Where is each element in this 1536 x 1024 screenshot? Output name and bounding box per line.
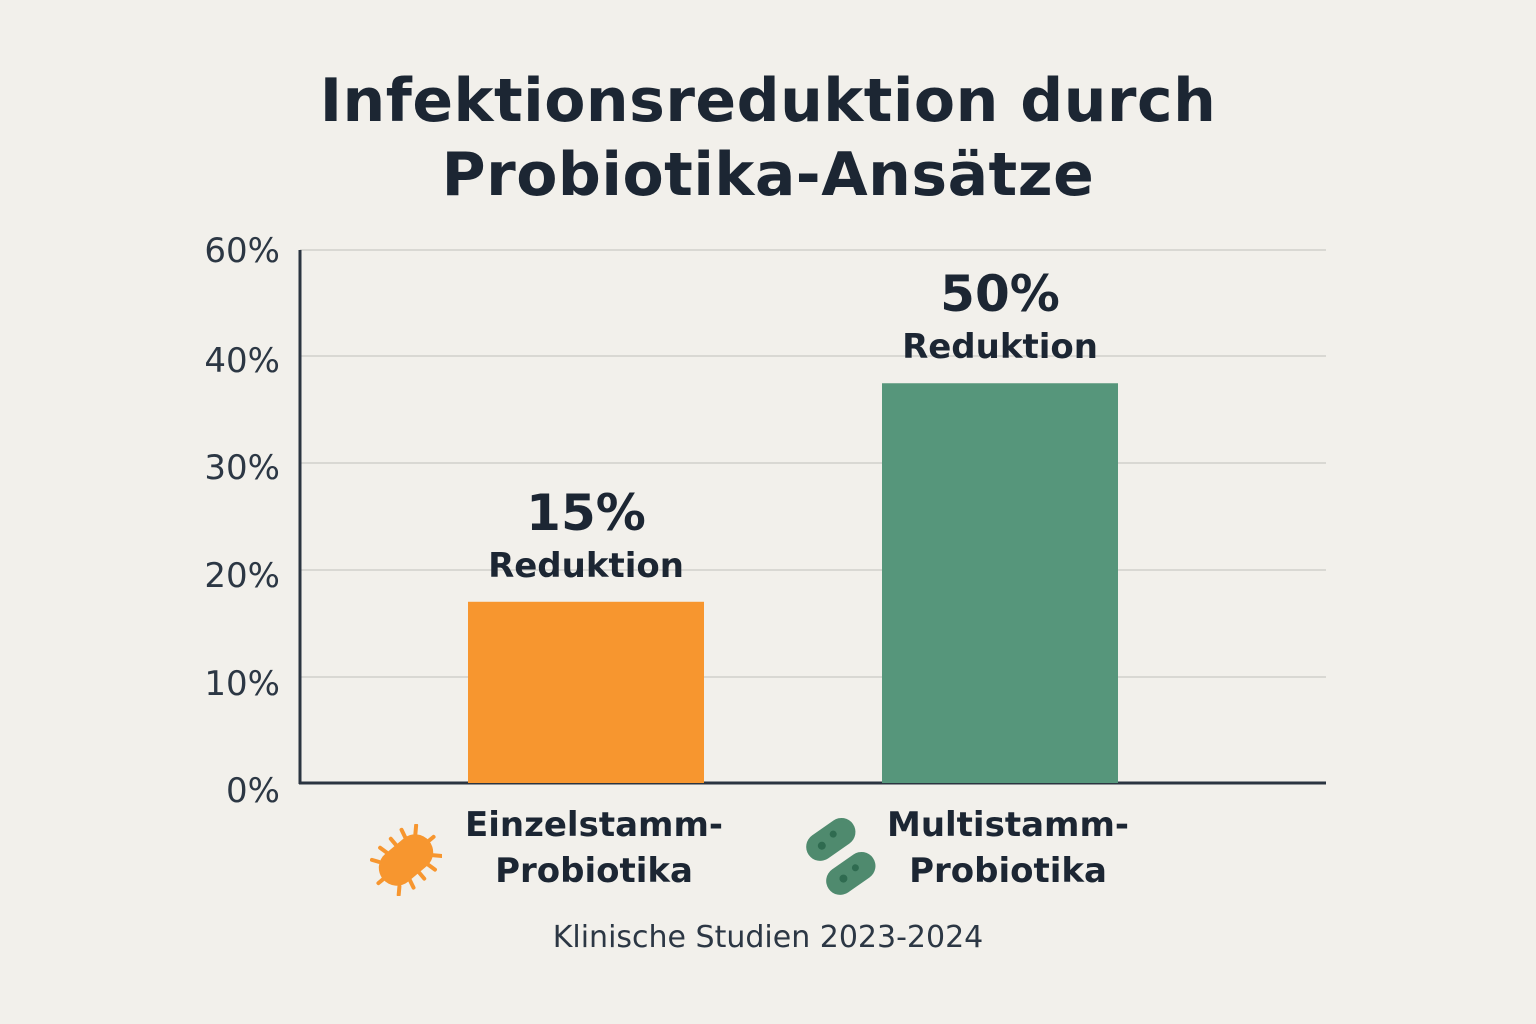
bar-multi-strain [882,383,1118,783]
y-tick-label: 60% [204,231,280,271]
category-label-multi-strain-line-1: Multistamm- [886,805,1129,845]
y-tick-label: 20% [204,556,280,596]
category-label-single-strain: Einzelstamm- Probiotika [434,802,754,894]
bacteria-pair-icon [806,817,876,895]
bar-value-label: 15% [526,483,646,542]
y-tick-label: 30% [204,448,280,488]
category-label-multi-strain-line-2: Probiotika [909,851,1107,891]
y-tick-label: 0% [226,771,280,811]
category-label-single-strain-line-1: Einzelstamm- [465,805,723,845]
chart-title-line-1: Infektionsreduktion durch [319,66,1217,136]
category-label-single-strain-line-2: Probiotika [495,851,693,891]
bacterium-icon [370,824,442,896]
chart-footnote: Klinische Studien 2023-2024 [552,920,984,955]
bar-value-sublabel: Reduktion [902,327,1098,368]
bar-single-strain [468,601,704,783]
y-tick-label: 10% [204,664,280,704]
bar-value-sublabel: Reduktion [488,545,684,586]
category-label-multi-strain: Multistamm- Probiotika [848,802,1168,894]
y-tick-label: 40% [204,341,280,381]
bar-value-label: 50% [940,265,1060,324]
chart-title-line-2: Probiotika-Ansätze [441,140,1095,210]
